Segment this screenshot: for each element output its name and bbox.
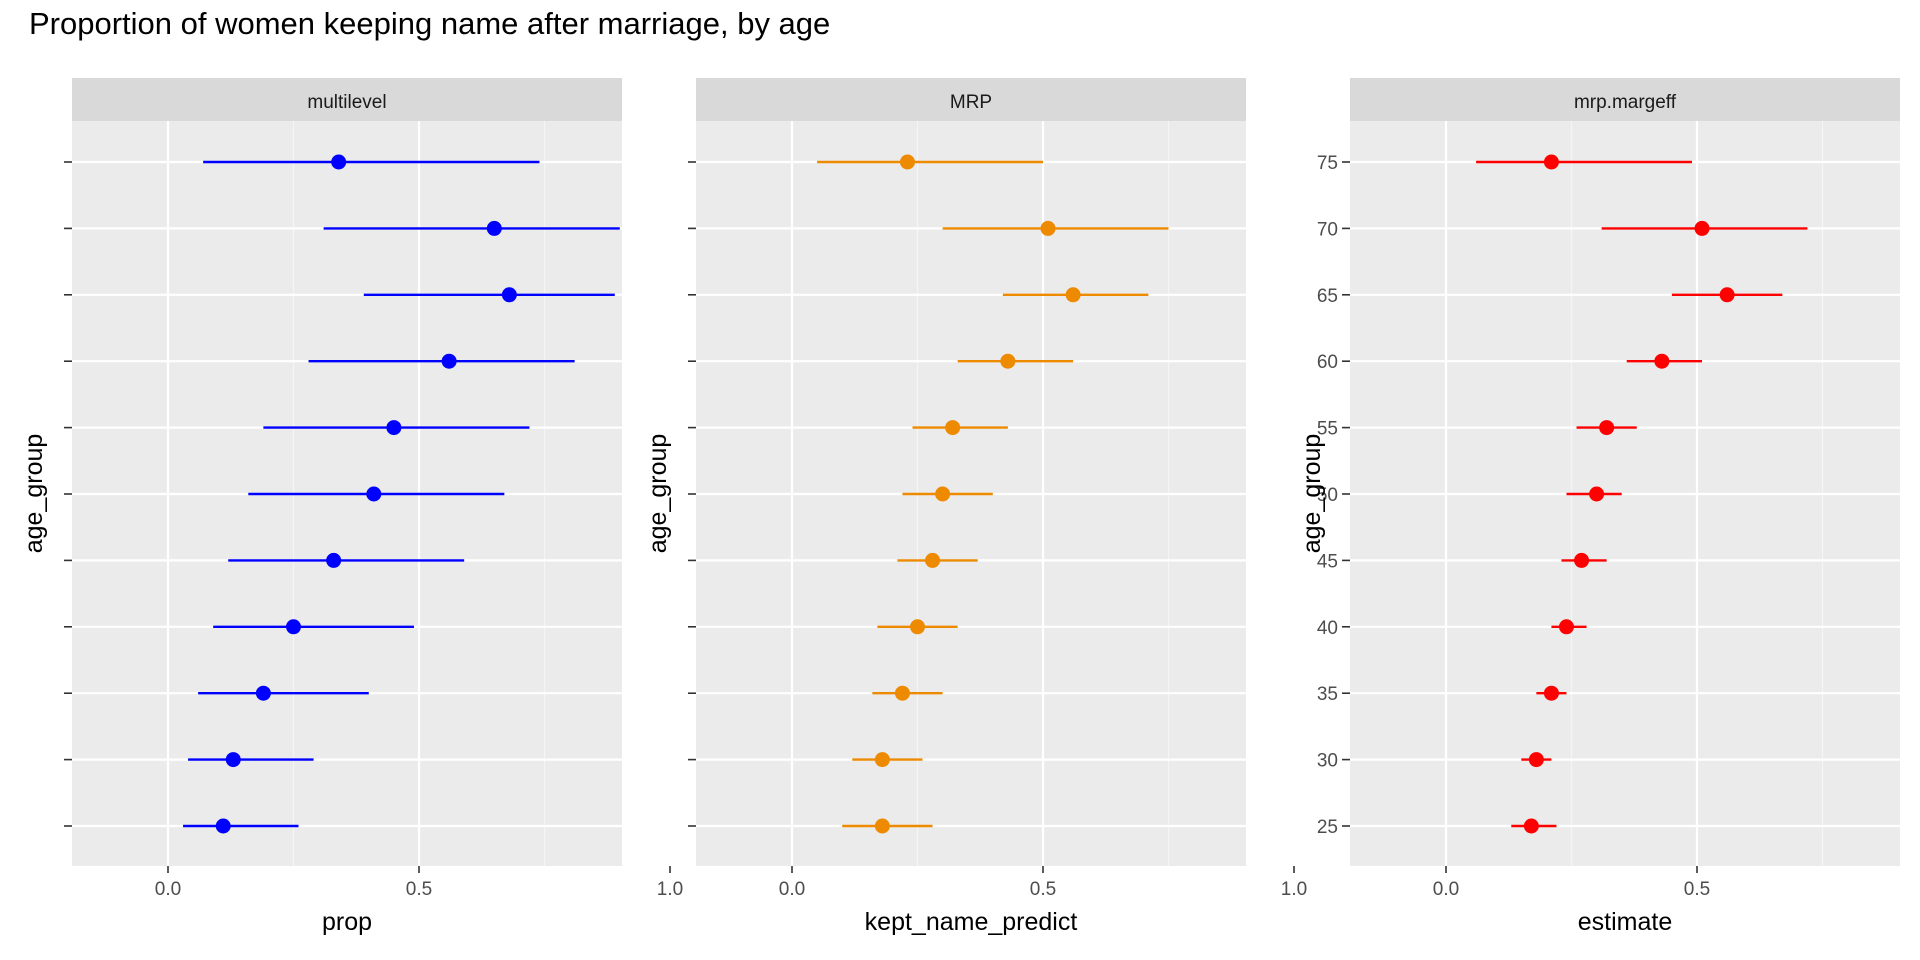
- y-tick-label: 70: [1317, 219, 1338, 240]
- data-point: [326, 552, 342, 568]
- x-axis-title: kept_name_predict: [865, 908, 1078, 936]
- y-tick-label: 75: [1317, 153, 1338, 174]
- data-point: [1065, 287, 1081, 303]
- data-point: [1558, 619, 1574, 635]
- data-point: [1528, 752, 1544, 768]
- data-point: [286, 619, 301, 635]
- y-tick-label: 25: [1317, 817, 1338, 838]
- x-tick-label: 0.5: [1684, 879, 1710, 900]
- data-point: [486, 220, 502, 236]
- y-tick-label: 65: [1317, 286, 1338, 307]
- y-tick-label: 30: [1317, 751, 1338, 772]
- data-point: [1654, 353, 1670, 369]
- data-point: [910, 619, 925, 635]
- y-tick-label: 40: [1317, 618, 1338, 639]
- data-point: [1599, 420, 1615, 436]
- data-point: [874, 818, 890, 834]
- facet-strip-label: MRP: [950, 92, 992, 113]
- x-tick-label: 0.0: [155, 879, 181, 900]
- y-tick-label: 35: [1317, 684, 1338, 705]
- data-point: [1000, 353, 1016, 369]
- data-point: [366, 486, 382, 502]
- data-point: [925, 552, 941, 568]
- x-tick-label: 1.0: [657, 879, 683, 900]
- data-point: [874, 752, 890, 768]
- data-point: [215, 818, 231, 834]
- facet-strip-label: multilevel: [307, 92, 386, 113]
- x-tick-label: 0.5: [1030, 879, 1056, 900]
- facet-strip: [72, 78, 622, 121]
- y-tick-label: 50: [1317, 485, 1338, 506]
- y-tick-label: 45: [1317, 551, 1338, 572]
- data-point: [255, 685, 271, 701]
- data-point: [1543, 685, 1559, 701]
- data-point: [1719, 287, 1735, 303]
- data-point: [1589, 486, 1605, 502]
- data-point: [1523, 818, 1539, 834]
- y-tick-label: 55: [1317, 419, 1338, 440]
- x-axis-title: prop: [322, 908, 372, 936]
- y-axis-title: age_group: [1298, 434, 1326, 554]
- data-point: [945, 420, 961, 436]
- x-axis-title: estimate: [1578, 908, 1672, 936]
- data-point: [1694, 220, 1710, 236]
- data-point: [441, 353, 457, 369]
- facet-strip: [696, 78, 1246, 121]
- data-point: [331, 154, 347, 170]
- chart-title: Proportion of women keeping name after m…: [29, 6, 831, 41]
- data-point: [1543, 154, 1559, 170]
- data-point: [1574, 552, 1590, 568]
- x-tick-label: 1.0: [1281, 879, 1307, 900]
- x-tick-label: 0.0: [1433, 879, 1459, 900]
- x-tick-label: 0.5: [406, 879, 432, 900]
- data-point: [899, 154, 915, 170]
- facet-strip: [1350, 78, 1900, 121]
- data-point: [225, 752, 241, 768]
- data-point: [1040, 220, 1056, 236]
- data-point: [386, 420, 402, 436]
- y-tick-label: 60: [1317, 352, 1338, 373]
- data-point: [935, 486, 951, 502]
- x-tick-label: 0.0: [779, 879, 805, 900]
- y-axis-title: age_group: [644, 434, 672, 554]
- facet-strip-label: mrp.margeff: [1574, 92, 1677, 113]
- data-point: [501, 287, 517, 303]
- y-axis-title: age_group: [20, 434, 48, 554]
- data-point: [894, 685, 910, 701]
